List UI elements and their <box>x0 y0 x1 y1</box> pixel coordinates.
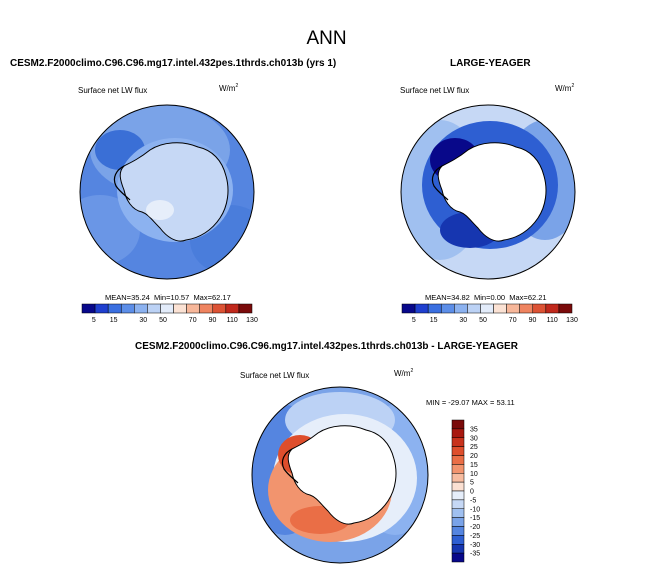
panel3-colorbar: 35 30 25 20 15 10 5 0-5 -10 -15 -20 -25 -30 -35 <box>451 419 480 563</box>
cb2-swatch <box>427 303 442 314</box>
cb3-tick-label: -35 <box>470 551 480 558</box>
panel1-title: CESM2.F2000climo.C96.C96.mg17.intel.432p… <box>10 58 337 69</box>
cb1-swatch <box>160 303 174 314</box>
panel1-units: W/m2 <box>219 83 239 93</box>
cb1-swatch <box>225 303 240 314</box>
cb3-tick-label: 30 <box>470 435 478 442</box>
cb2-tick-label: 50 <box>479 317 487 324</box>
cb2-tick-label: 15 <box>430 317 438 324</box>
cb3-tick-label: -25 <box>470 533 480 540</box>
cb1-tick-label: 30 <box>139 317 147 324</box>
cb3-swatch <box>451 552 465 563</box>
cb3-swatch <box>451 499 465 509</box>
panel1-map <box>79 104 255 280</box>
cb3-tick-label: -20 <box>470 524 480 531</box>
cb1-tick-label: 15 <box>110 317 118 324</box>
cb2-tick-label: 70 <box>509 317 517 324</box>
cb1-swatch <box>199 303 214 314</box>
cb2-tick-label: 130 <box>566 317 578 324</box>
cb3-swatch <box>451 473 465 483</box>
cb1-tick-label: 130 <box>246 317 258 324</box>
panel3-units: W/m2 <box>394 368 414 378</box>
cb2-swatch <box>545 303 560 314</box>
cb1-swatch <box>81 303 96 314</box>
cb1-swatch <box>107 303 122 314</box>
panel1-variable: Surface net LW flux <box>78 86 148 95</box>
cb3-swatch <box>451 419 465 430</box>
cb3-tick-label: -30 <box>470 542 480 549</box>
cb3-tick-label: -15 <box>470 515 480 522</box>
cb3-swatch <box>451 490 465 501</box>
cb3-swatch <box>451 464 465 474</box>
cb3-tick-label: 20 <box>470 453 478 460</box>
panel2-title: LARGE-YEAGER <box>450 58 531 69</box>
cb3-tick-label: 0 <box>470 489 474 496</box>
cb1-swatch <box>173 303 187 314</box>
cb2-swatch <box>440 303 455 314</box>
panel1-antarctica <box>119 142 229 242</box>
cb3-tick-label: 15 <box>470 462 478 469</box>
panel3-map <box>251 386 429 564</box>
panel2-stats: MEAN=34.82 Min=0.00 Max=62.21 <box>425 293 547 302</box>
cb3-swatch <box>451 455 465 465</box>
cb3-swatch <box>451 446 465 456</box>
panel3-title: CESM2.F2000climo.C96.C96.mg17.intel.432p… <box>135 341 518 352</box>
panel1-stats: MEAN=35.24 Min=10.57 Max=62.17 <box>105 293 231 302</box>
panel3-stats: MIN = -29.07 MAX = 53.11 <box>426 398 515 407</box>
cb1-swatch <box>147 303 161 314</box>
cb1-tick-label: 110 <box>227 317 238 324</box>
main-title: ANN <box>306 28 347 49</box>
cb3-swatch <box>451 437 465 447</box>
cb1-swatch <box>238 303 253 314</box>
cb2-swatch <box>532 303 547 314</box>
cb1-tick-label: 50 <box>159 317 167 324</box>
cb1-tick-label: 5 <box>92 317 96 324</box>
panel3-antarctica <box>287 425 397 525</box>
cb3-tick-label: 5 <box>470 480 474 487</box>
panel2-units: W/m2 <box>555 83 575 93</box>
panel2-colorbar: 5 15 30 50 70 90 110 130 <box>401 303 578 324</box>
panel2-variable: Surface net LW flux <box>400 86 470 95</box>
cb3-tick-label: 25 <box>470 444 478 451</box>
panel1-colorbar: 5 15 30 50 70 90 110 130 <box>81 303 258 324</box>
cb2-swatch <box>480 303 494 314</box>
cb3-swatch <box>451 535 465 545</box>
cb3-tick-label: 10 <box>470 471 478 478</box>
panel3-variable: Surface net LW flux <box>240 371 310 380</box>
cb2-swatch <box>506 303 520 314</box>
cb3-tick-label: -10 <box>470 506 480 513</box>
cb2-swatch <box>467 303 481 314</box>
cb2-swatch <box>414 303 429 314</box>
cb1-tick-label: 70 <box>189 317 197 324</box>
cb2-tick-label: 110 <box>547 317 558 324</box>
panel2-map <box>400 104 576 280</box>
cb1-swatch <box>134 303 148 314</box>
cb1-swatch <box>94 303 109 314</box>
cb3-tick-label: -5 <box>470 497 476 504</box>
cb2-swatch <box>401 303 416 314</box>
cb3-tick-label: 35 <box>470 426 478 433</box>
cb1-swatch <box>120 303 135 314</box>
cb2-tick-label: 90 <box>529 317 537 324</box>
panel2-antarctica <box>437 142 547 242</box>
cb3-swatch <box>451 481 465 492</box>
cb2-swatch <box>493 303 507 314</box>
cb3-swatch <box>451 517 465 527</box>
cb1-swatch <box>212 303 227 314</box>
cb2-swatch <box>454 303 468 314</box>
cb1-tick-label: 90 <box>209 317 217 324</box>
cb3-swatch <box>451 544 465 554</box>
cb3-swatch <box>451 428 465 438</box>
cb3-swatch <box>451 526 465 536</box>
cb2-swatch <box>558 303 573 314</box>
cb1-swatch <box>186 303 200 314</box>
cb2-tick-label: 5 <box>412 317 416 324</box>
cb2-swatch <box>519 303 534 314</box>
cb2-tick-label: 30 <box>459 317 467 324</box>
cb3-swatch <box>451 508 465 518</box>
